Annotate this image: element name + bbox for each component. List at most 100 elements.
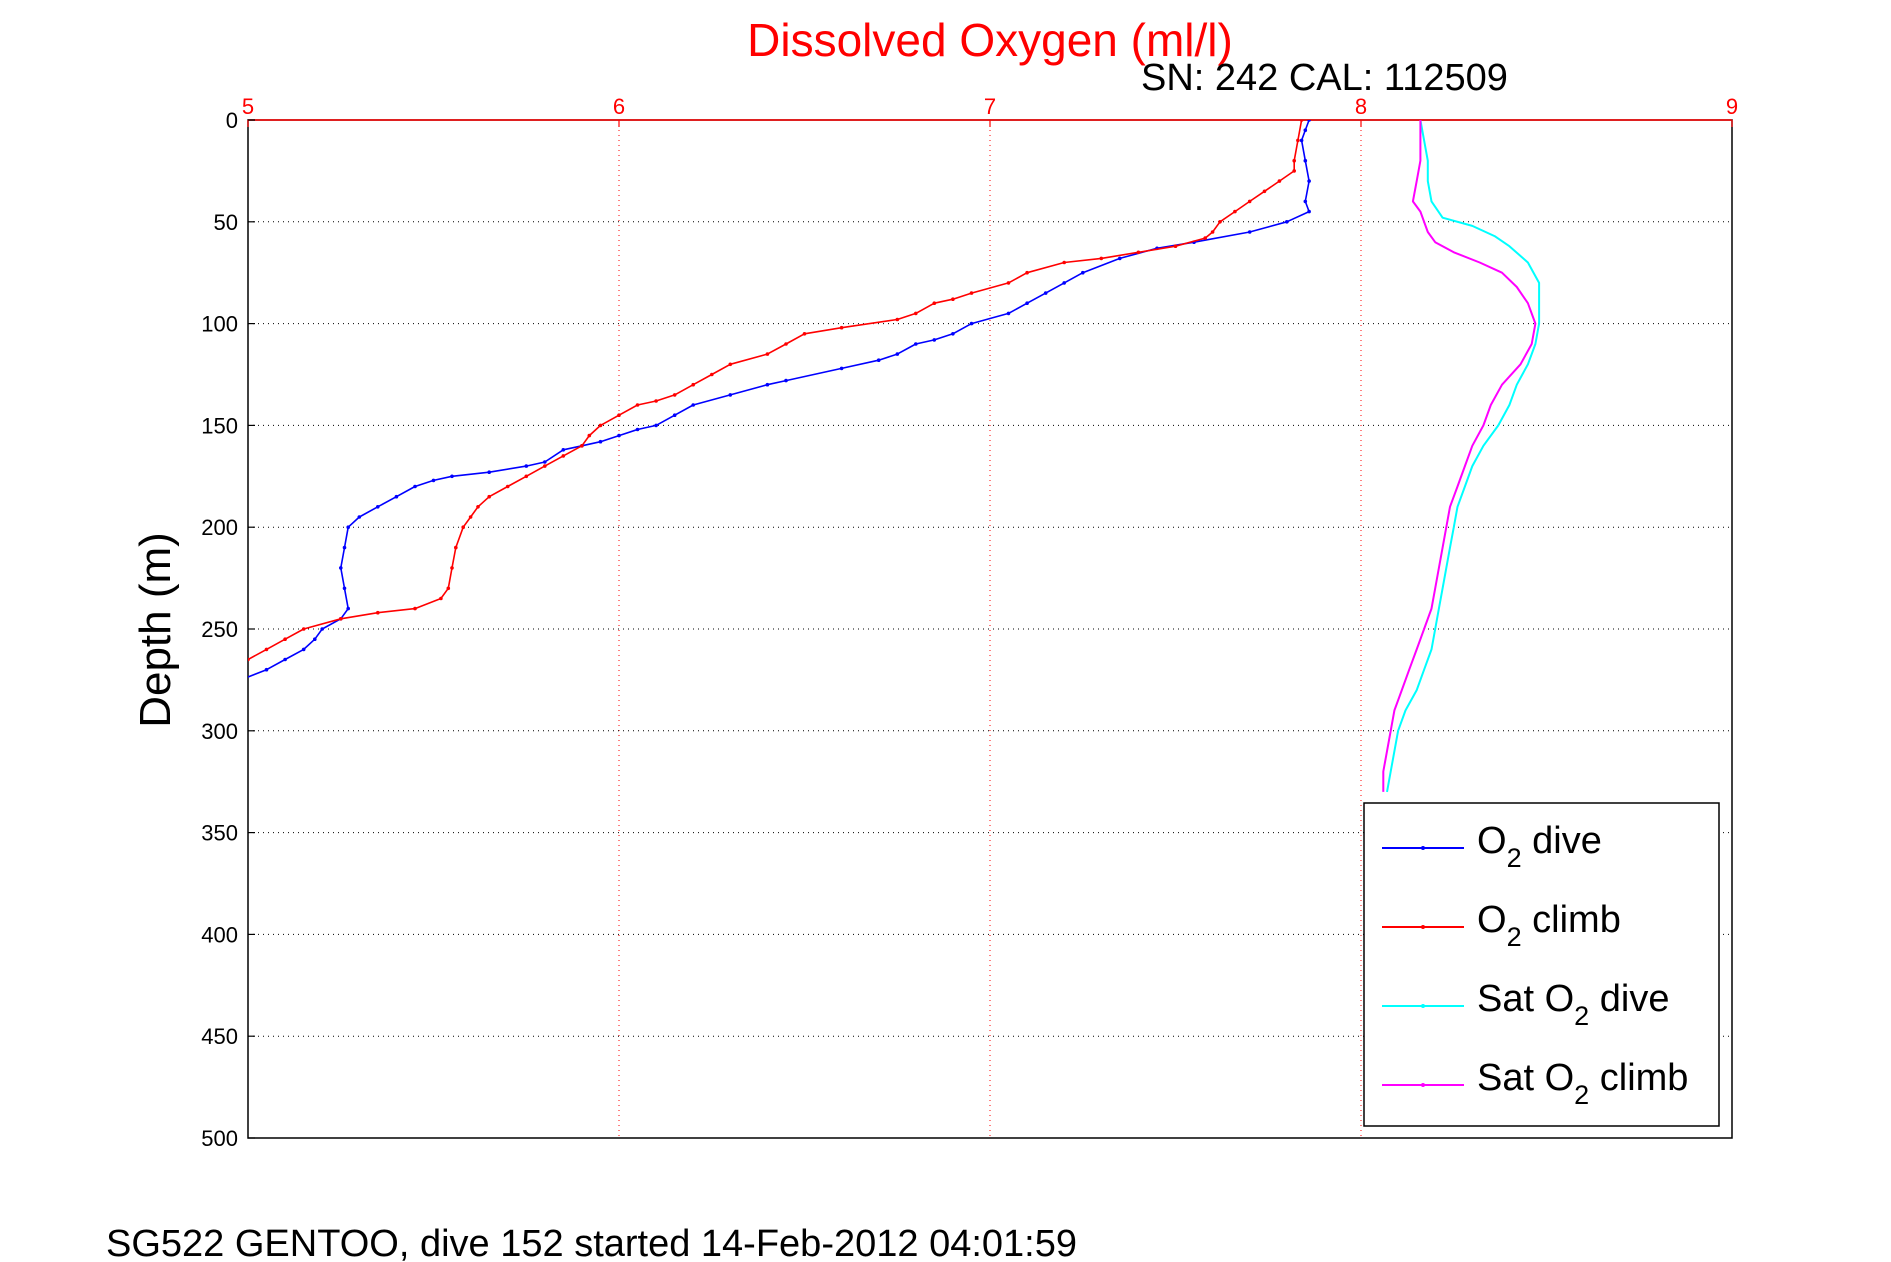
data-point xyxy=(691,382,695,387)
x-tick-label: 7 xyxy=(984,94,996,119)
y-axis-ticks: 0 50 100 150 200 250 300 350 400 450 500 xyxy=(201,108,255,1151)
y-tick-label: 250 xyxy=(201,617,238,642)
series-o2-climb xyxy=(5,120,1304,784)
data-point xyxy=(431,478,436,483)
data-point xyxy=(672,393,677,397)
data-point xyxy=(561,454,566,458)
legend-label-rest: dive xyxy=(1522,820,1602,862)
data-point xyxy=(1292,169,1296,173)
x-axis-ticks: 5 6 7 8 9 xyxy=(242,94,1738,127)
legend-label-rest: climb xyxy=(1589,1057,1688,1099)
legend-label-subscript: 2 xyxy=(1574,1001,1589,1031)
series-layer xyxy=(5,120,1541,814)
data-point xyxy=(342,586,347,591)
data-point xyxy=(784,342,788,346)
y-tick-label: 450 xyxy=(201,1024,238,1049)
legend-label-subscript: 2 xyxy=(1507,843,1522,873)
data-point xyxy=(346,606,351,611)
data-point xyxy=(654,399,658,403)
data-point xyxy=(561,448,566,452)
legend-item-o2-dive: O2 dive xyxy=(1382,820,1602,873)
data-point xyxy=(413,606,417,611)
data-point xyxy=(1006,311,1011,316)
data-point xyxy=(228,688,232,692)
data-point xyxy=(635,403,640,407)
data-point xyxy=(339,617,343,621)
legend-label: Sat O2 dive xyxy=(1477,978,1669,1031)
data-point xyxy=(524,474,529,479)
legend-label: Sat O2 climb xyxy=(1477,1057,1688,1110)
data-point xyxy=(264,647,269,652)
data-point xyxy=(1173,244,1178,248)
data-point xyxy=(346,525,351,529)
data-point xyxy=(42,709,46,713)
data-point xyxy=(1025,301,1029,306)
data-point xyxy=(413,484,417,489)
legend-marker xyxy=(1421,846,1425,850)
data-point xyxy=(1247,199,1252,204)
series-o2-dive xyxy=(5,120,1311,814)
y-tick-label: 300 xyxy=(201,719,238,744)
data-point xyxy=(1025,270,1029,275)
data-point xyxy=(1285,220,1289,224)
data-point xyxy=(264,667,269,672)
data-point xyxy=(672,413,677,418)
data-point xyxy=(1277,179,1282,183)
data-point xyxy=(446,586,451,591)
data-point xyxy=(301,647,306,652)
data-point xyxy=(765,382,770,387)
y-tick-label: 100 xyxy=(201,312,238,337)
data-point xyxy=(951,297,955,302)
data-point xyxy=(617,413,621,418)
data-point xyxy=(505,484,510,489)
data-point xyxy=(524,464,529,468)
data-point xyxy=(191,709,195,713)
data-point xyxy=(1062,260,1066,265)
legend-label-main: O xyxy=(1477,820,1507,862)
chart-title: Dissolved Oxygen (ml/l) xyxy=(747,14,1233,66)
data-point xyxy=(239,678,243,682)
data-point xyxy=(135,729,139,733)
legend-label-main: Sat O xyxy=(1477,978,1574,1020)
data-point xyxy=(24,729,28,733)
legend-label-rest: climb xyxy=(1522,899,1621,941)
data-point xyxy=(691,403,695,407)
data-point xyxy=(587,433,592,438)
data-point xyxy=(476,505,480,509)
data-point xyxy=(487,470,492,475)
data-point xyxy=(450,474,454,479)
data-point xyxy=(9,770,13,774)
data-point xyxy=(543,464,547,468)
data-point xyxy=(654,423,658,428)
data-point xyxy=(1307,209,1311,214)
x-tick-label: 8 xyxy=(1355,94,1367,119)
data-point xyxy=(1118,256,1122,261)
data-point xyxy=(1296,138,1300,143)
legend-item-o2-climb: O2 climb xyxy=(1382,899,1621,952)
series-sat-o2-dive xyxy=(1386,120,1541,793)
data-point xyxy=(16,749,20,753)
data-point xyxy=(42,760,46,764)
data-point xyxy=(932,338,937,342)
data-point xyxy=(1081,270,1085,275)
data-point xyxy=(209,668,213,672)
data-point xyxy=(5,810,9,814)
legend-item-sat-o2-dive: Sat O2 dive xyxy=(1382,978,1669,1031)
data-point xyxy=(313,637,317,641)
x-tick-label: 6 xyxy=(613,94,625,119)
data-point xyxy=(5,780,9,784)
data-point xyxy=(802,332,807,336)
data-point xyxy=(283,637,287,641)
legend-label-main: Sat O xyxy=(1477,1057,1574,1099)
data-point xyxy=(376,505,380,509)
data-point xyxy=(376,610,380,615)
data-point xyxy=(487,494,492,499)
legend-box xyxy=(1363,802,1720,1127)
chart-footer: SG522 GENTOO, dive 152 started 14-Feb-20… xyxy=(106,1223,1077,1262)
data-point xyxy=(839,366,844,371)
data-point xyxy=(932,301,937,306)
data-point xyxy=(439,596,443,601)
data-point xyxy=(914,311,918,316)
